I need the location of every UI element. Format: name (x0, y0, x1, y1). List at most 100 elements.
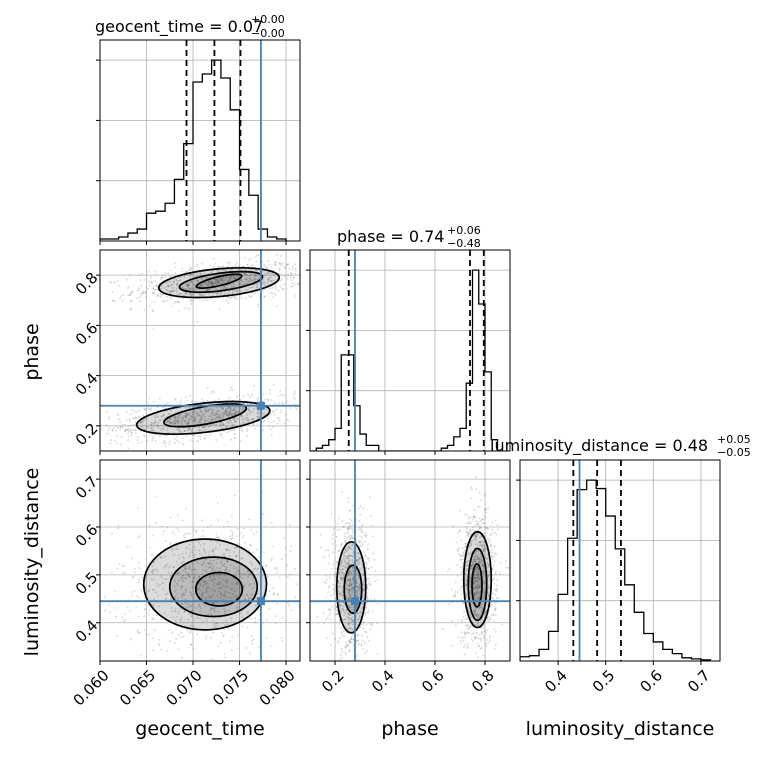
sample-point (472, 578, 475, 581)
sample-point (218, 423, 221, 426)
sample-point (491, 521, 494, 524)
sample-point (300, 602, 302, 604)
sample-point (199, 605, 201, 608)
sample-point (209, 420, 212, 423)
sample-point (476, 588, 479, 591)
sample-point (166, 592, 169, 595)
sample-point (347, 578, 350, 581)
sample-point (198, 541, 200, 544)
sample-point (491, 556, 494, 559)
sample-point (162, 427, 165, 429)
sample-point (363, 588, 365, 591)
sample-point (121, 299, 124, 302)
sample-point (173, 286, 175, 289)
sample-point (172, 616, 175, 619)
sample-point (348, 650, 351, 653)
sample-point (86, 558, 88, 560)
title-geocent-time-minus: −0.00 (251, 27, 285, 40)
sample-point (475, 577, 477, 579)
sample-point (234, 590, 236, 593)
sample-point (474, 554, 477, 557)
sample-point (276, 417, 279, 420)
sample-point (226, 548, 228, 551)
sample-point (145, 417, 148, 420)
sample-point (479, 541, 481, 544)
sample-point (227, 585, 229, 588)
sample-point (351, 593, 353, 595)
sample-point (158, 556, 161, 559)
sample-point (340, 571, 343, 574)
sample-point (143, 418, 146, 421)
sample-point (261, 621, 264, 624)
sample-point (249, 395, 251, 398)
sample-point (348, 590, 351, 593)
sample-point (330, 567, 333, 570)
sample-point (258, 618, 260, 621)
sample-point (208, 292, 210, 295)
sample-point (240, 415, 243, 417)
sample-point (250, 264, 252, 267)
sample-point (469, 552, 472, 555)
sample-point (203, 550, 206, 553)
sample-point (480, 556, 482, 559)
sample-point (367, 639, 370, 642)
sample-point (351, 567, 354, 570)
sample-point (348, 583, 351, 586)
sample-point (256, 415, 259, 418)
sample-point (481, 562, 484, 565)
sample-point (475, 591, 478, 594)
sample-point (473, 557, 476, 560)
sample-point (148, 608, 151, 611)
sample-point (367, 577, 370, 580)
sample-point (339, 576, 342, 579)
sample-point (462, 646, 465, 649)
sample-point (340, 577, 343, 580)
sample-point (476, 592, 479, 595)
sample-point (357, 576, 360, 579)
sample-point (207, 426, 209, 429)
sample-point (458, 529, 461, 532)
truth-marker (256, 597, 265, 606)
sample-point (151, 439, 154, 442)
sample-point (235, 571, 238, 574)
sample-point (214, 621, 217, 624)
sample-point (262, 420, 265, 423)
sample-point (184, 589, 187, 592)
sample-point (181, 267, 184, 270)
sample-point (199, 544, 202, 547)
sample-point (210, 281, 213, 284)
sample-point (338, 603, 341, 606)
sample-point (471, 562, 474, 564)
sample-point (244, 256, 246, 259)
sample-point (184, 610, 186, 613)
sample-point (268, 263, 271, 266)
sample-point (206, 620, 209, 622)
sample-point (331, 543, 334, 545)
sample-point (227, 609, 230, 612)
sample-point (466, 514, 469, 517)
sample-point (204, 436, 207, 439)
sample-point (188, 428, 190, 431)
sample-point (219, 425, 222, 428)
sample-point (196, 321, 199, 323)
sample-point (189, 292, 191, 295)
sample-point (104, 595, 106, 598)
sample-point (256, 568, 259, 571)
sample-point (154, 421, 157, 424)
sample-point (477, 541, 480, 544)
sample-point (316, 616, 319, 618)
sample-point (185, 577, 187, 580)
sample-point (264, 296, 266, 298)
sample-point (146, 426, 149, 429)
sample-point (267, 398, 270, 401)
sample-point (165, 295, 168, 298)
sample-point (111, 291, 114, 293)
sample-point (473, 534, 476, 537)
sample-point (472, 583, 475, 586)
sample-point (469, 590, 471, 592)
sample-point (110, 439, 113, 441)
sample-point (181, 577, 184, 579)
sample-point (286, 400, 288, 403)
sample-point (265, 564, 268, 567)
sample-point (484, 642, 487, 645)
